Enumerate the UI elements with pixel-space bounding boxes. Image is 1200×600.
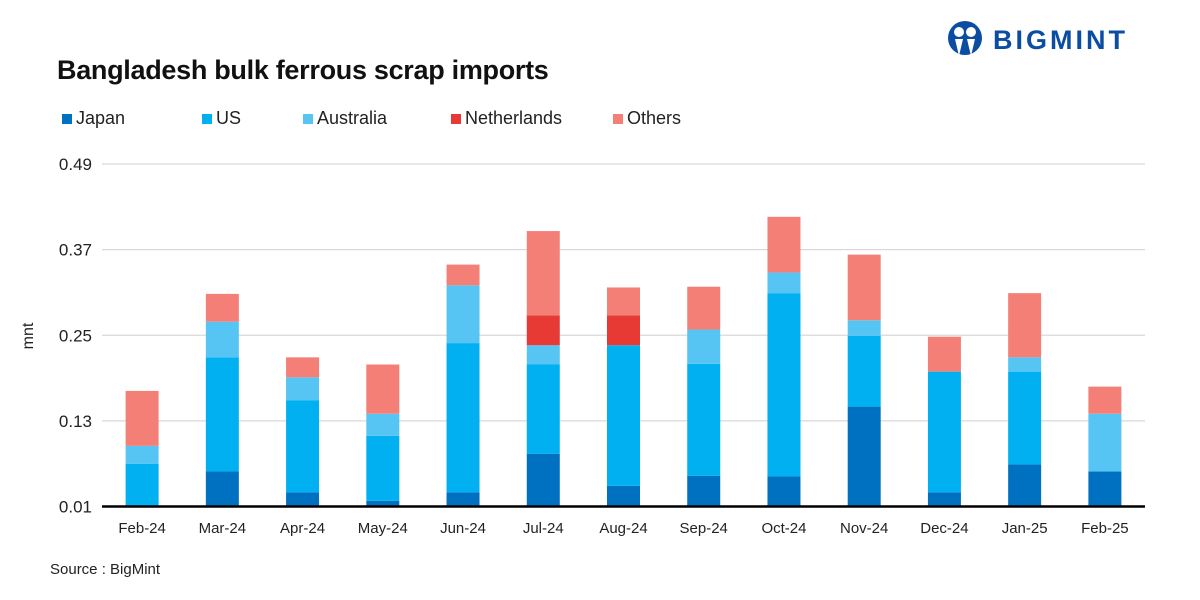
bar-segment-japan (205, 471, 239, 507)
bar-segment-others (1008, 293, 1042, 358)
bar-segment-japan (1088, 471, 1122, 507)
bar-segment-japan (767, 476, 801, 507)
bigmint-logo: BIGMINT (945, 20, 1128, 60)
bar-segment-us (927, 371, 961, 493)
y-tick-label: 0.13 (59, 412, 92, 431)
bar-segment-others (286, 357, 320, 378)
bar-segment-others (687, 286, 721, 330)
legend-label: US (216, 108, 242, 128)
x-tick-label: Nov-24 (840, 520, 888, 537)
bar-segment-australia (1088, 413, 1122, 472)
bar-segment-others (767, 216, 801, 273)
bar-segment-us (205, 357, 239, 472)
bar-segment-japan (286, 492, 320, 507)
bar-segment-australia (286, 377, 320, 401)
bar-segment-others (446, 264, 480, 286)
bar-segment-us (366, 435, 400, 501)
bar-segment-others (205, 293, 239, 322)
legend-swatch (451, 113, 461, 124)
chart-title: Bangladesh bulk ferrous scrap imports (57, 55, 549, 85)
legend-item-others: Others (613, 108, 681, 129)
bar-segment-japan (446, 492, 480, 507)
bar-segment-australia (526, 345, 560, 365)
bar-segment-us (1008, 371, 1042, 465)
y-tick-label: 0.01 (59, 498, 92, 517)
x-tick-label: Feb-24 (118, 520, 166, 537)
bar-segment-us (286, 400, 320, 493)
x-tick-label: Feb-25 (1081, 520, 1129, 537)
bar-segment-others (526, 231, 560, 316)
bar-segment-us (607, 345, 640, 486)
bar-segment-australia (366, 413, 400, 436)
legend-item-netherlands: Netherlands (451, 108, 613, 129)
bar-segment-japan (1008, 464, 1042, 507)
bar-segment-australia (446, 285, 480, 344)
y-axis-label: mnt (20, 322, 37, 349)
x-tick-label: May-24 (358, 520, 408, 537)
bigmint-logo-icon (948, 21, 982, 56)
bar-segment-us (687, 363, 721, 476)
bar-segment-japan (847, 406, 881, 507)
bar-segment-others (847, 254, 881, 321)
bar-segment-us (847, 335, 881, 407)
legend-label: Japan (76, 108, 126, 128)
bar-segment-us (446, 343, 480, 493)
bar-segment-others (366, 364, 400, 414)
bar-segment-japan (366, 500, 400, 507)
legend-label: Australia (317, 108, 388, 128)
bar-segment-us (125, 463, 159, 507)
legend-item-us: US (202, 108, 303, 129)
bar-segment-us (526, 364, 560, 454)
bar-segment-others (927, 336, 961, 372)
legend-label: Others (627, 108, 682, 128)
bar-segment-australia (205, 321, 239, 358)
x-tick-label: Jan-25 (1002, 520, 1048, 537)
bar-segment-others (607, 287, 640, 316)
logo-text: BIGMINT (993, 24, 1128, 55)
x-tick-label: Oct-24 (761, 520, 806, 537)
bar-segment-australia (125, 445, 159, 464)
bar-segment-australia (767, 272, 801, 294)
bar-segment-netherlands (526, 315, 560, 346)
legend: Japan US Australia Netherlands Others (62, 108, 681, 129)
x-tick-label: Mar-24 (199, 520, 247, 537)
legend-swatch (613, 113, 623, 124)
x-tick-label: Apr-24 (280, 520, 325, 537)
source-note: Source : BigMint (50, 561, 161, 578)
legend-item-australia: Australia (303, 108, 451, 129)
legend-item-japan: Japan (62, 108, 202, 129)
x-tick-label: Jun-24 (440, 520, 486, 537)
x-tick-label: Aug-24 (599, 520, 647, 537)
bar-segment-australia (687, 329, 721, 364)
bar-segment-japan (927, 492, 961, 507)
bar-segment-australia (847, 320, 881, 336)
bar-segment-others (1088, 386, 1122, 414)
bar-segment-japan (526, 453, 560, 507)
legend-label: Netherlands (465, 108, 563, 128)
legend-swatch (202, 113, 212, 124)
y-tick-label: 0.49 (59, 155, 92, 174)
bar-segment-japan (687, 475, 721, 507)
bar-segment-netherlands (607, 315, 640, 346)
legend-swatch (62, 113, 72, 124)
bar-segment-australia (1008, 357, 1042, 372)
y-tick-label: 0.37 (59, 241, 92, 260)
x-tick-label: Dec-24 (920, 520, 968, 537)
y-tick-label: 0.25 (59, 326, 92, 345)
bar-segment-us (767, 293, 801, 477)
bar-segment-japan (607, 485, 640, 507)
legend-swatch (303, 113, 313, 124)
bar-segment-others (125, 390, 159, 446)
x-tick-label: Sep-24 (680, 520, 728, 537)
x-tick-label: Jul-24 (523, 520, 564, 537)
